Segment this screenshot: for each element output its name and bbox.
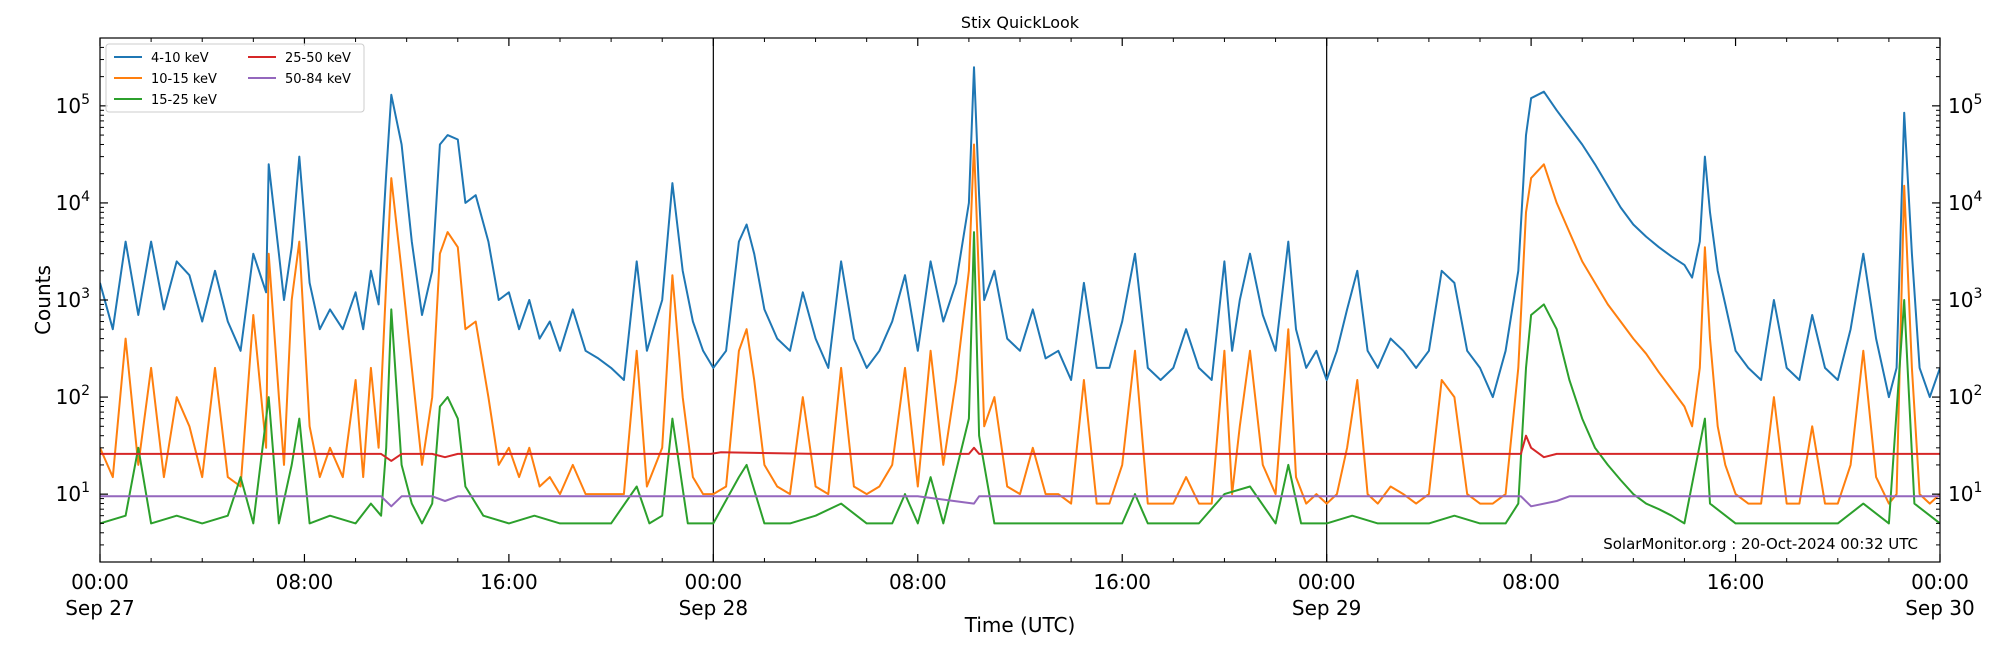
y-tick-label-right: 104: [1948, 189, 1982, 215]
x-tick-date-label: Sep 28: [679, 596, 749, 620]
x-tick-label: 16:00: [1093, 570, 1151, 594]
series-line-5: [100, 495, 1940, 508]
legend-label: 50-84 keV: [285, 72, 351, 87]
series-line-4: [100, 434, 1940, 462]
x-tick-label: 00:00: [685, 570, 743, 594]
x-tick-label: 08:00: [276, 570, 334, 594]
legend-label: 4-10 keV: [151, 51, 209, 66]
legend-box: [105, 43, 365, 113]
x-tick-date-label: Sep 30: [1905, 596, 1975, 620]
x-tick-date-label: Sep 27: [65, 596, 135, 620]
y-tick-label: 102: [56, 383, 90, 409]
x-tick-label: 00:00: [71, 570, 129, 594]
x-tick-date-label: Sep 29: [1292, 596, 1362, 620]
x-axis-label: Time (UTC): [964, 613, 1076, 637]
y-tick-label-right: 105: [1948, 92, 1982, 118]
y-tick-label-right: 101: [1948, 480, 1982, 506]
legend-label: 10-15 keV: [151, 72, 217, 87]
series-line-1: [100, 66, 1940, 399]
x-tick-label: 16:00: [1707, 570, 1765, 594]
y-tick-label-right: 102: [1948, 383, 1982, 409]
credit-text: SolarMonitor.org : 20-Oct-2024 00:32 UTC: [1603, 535, 1918, 553]
y-tick-label: 103: [56, 286, 90, 312]
y-tick-label-right: 103: [1948, 286, 1982, 312]
x-tick-label: 00:00: [1298, 570, 1356, 594]
series-layer: [100, 66, 1940, 525]
x-tick-label: 08:00: [889, 570, 947, 594]
legend: 4-10 keV 10-15 keV 15-25 keV 25-50 keV 50-84…: [105, 43, 365, 113]
y-tick-label: 104: [56, 189, 90, 215]
y-axis-label: Counts: [31, 265, 55, 335]
legend-label: 25-50 keV: [285, 51, 351, 66]
x-tick-label: 00:00: [1911, 570, 1969, 594]
day-separators: [712, 38, 1328, 562]
y-tick-label: 105: [56, 92, 90, 118]
x-tick-label: 08:00: [1502, 570, 1560, 594]
series-line-3: [100, 231, 1940, 525]
chart-title: Stix QuickLook: [961, 13, 1080, 32]
legend-label: 15-25 keV: [151, 93, 217, 108]
series-line-2: [100, 143, 1940, 505]
y-axis: 101 101 102 102 103 103 104 104 105 105: [56, 37, 1982, 563]
x-tick-label: 16:00: [480, 570, 538, 594]
y-tick-label: 101: [56, 480, 90, 506]
